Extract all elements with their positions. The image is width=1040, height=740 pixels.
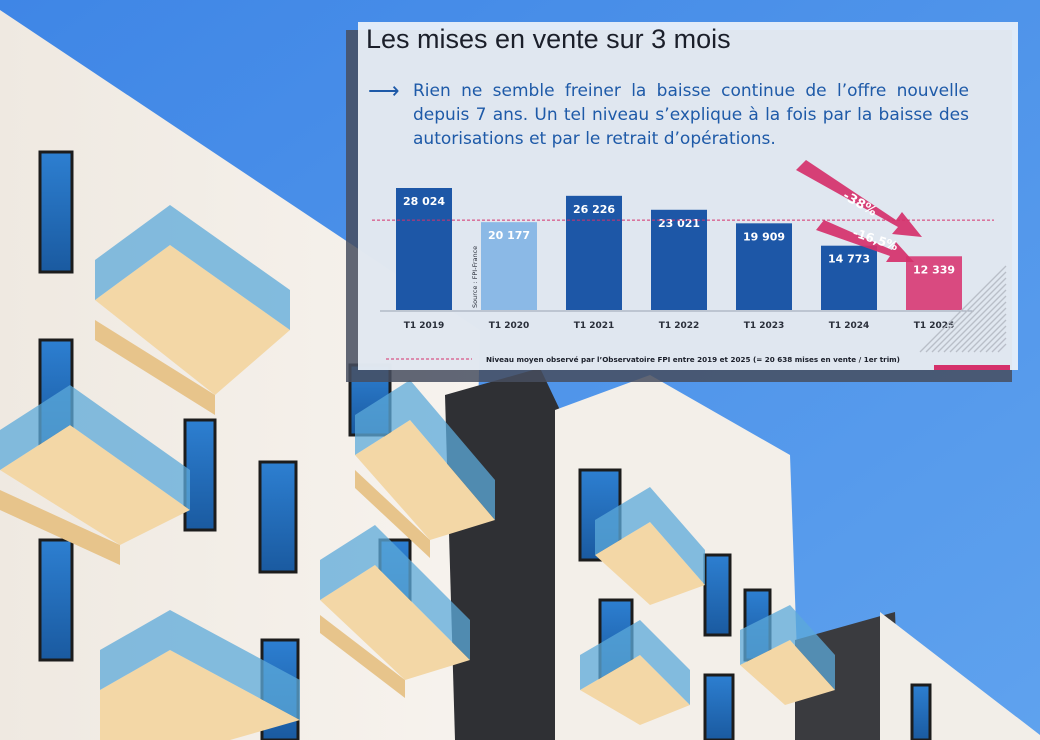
arrow-38-icon bbox=[796, 160, 922, 237]
hatch-line bbox=[991, 337, 1007, 353]
arrow-16-icon bbox=[816, 220, 914, 262]
bar-t1-2025 bbox=[906, 256, 962, 310]
hatch-line bbox=[937, 283, 1007, 353]
bar-t1-2024 bbox=[821, 245, 877, 310]
accent-bar bbox=[934, 365, 1010, 370]
x-tick-label: T1 2025 bbox=[914, 321, 955, 331]
hatch-line bbox=[961, 307, 1007, 353]
slide-panel: Les mises en vente sur 3 mois ⟶ Rien ne … bbox=[358, 22, 1018, 370]
hatch-line bbox=[973, 319, 1007, 353]
annotation-38-label: -38% bbox=[840, 188, 879, 219]
hatch-line bbox=[979, 325, 1007, 353]
x-tick-label: T1 2019 bbox=[404, 321, 445, 331]
right-arrow-icon: ⟶ bbox=[368, 78, 400, 103]
balconies bbox=[0, 205, 835, 740]
bar-t1-2021 bbox=[566, 195, 622, 310]
x-tick-label: T1 2022 bbox=[659, 321, 700, 331]
source-label: Source : FPI-France bbox=[471, 246, 479, 308]
hatch-decoration bbox=[919, 265, 1007, 353]
building-middle-dark bbox=[445, 368, 565, 740]
value-label: 26 226 bbox=[573, 203, 615, 216]
value-label: 23 021 bbox=[658, 217, 700, 230]
value-label: 28 024 bbox=[403, 195, 445, 208]
hatch-line bbox=[985, 331, 1007, 353]
hatch-line bbox=[925, 271, 1007, 353]
x-tick-label: T1 2021 bbox=[574, 321, 615, 331]
bar-t1-2022 bbox=[651, 209, 707, 310]
slide-title: Les mises en vente sur 3 mois bbox=[366, 24, 731, 54]
slide-lead-text: Rien ne semble freiner la baisse continu… bbox=[413, 81, 969, 149]
hatch-line bbox=[949, 295, 1007, 353]
value-label: 19 909 bbox=[743, 230, 785, 243]
x-tick-label: T1 2020 bbox=[489, 321, 530, 331]
hatch-line bbox=[967, 313, 1007, 353]
hatch-line bbox=[943, 289, 1007, 353]
hatch-line bbox=[955, 301, 1007, 353]
bar-t1-2020 bbox=[481, 222, 537, 310]
value-label: 20 177 bbox=[488, 229, 530, 242]
hatch-line bbox=[919, 265, 1007, 353]
x-tick-label: T1 2024 bbox=[829, 321, 870, 331]
value-label: 12 339 bbox=[913, 263, 955, 276]
x-tick-label: T1 2023 bbox=[744, 321, 785, 331]
footnote: Niveau moyen observé par l’Observatoire … bbox=[486, 355, 900, 364]
bar-t1-2023 bbox=[736, 223, 792, 310]
bar-chart: 28 024 T1 2019 20 177 T1 2020 26 226 T1 2021 2… bbox=[372, 160, 1007, 364]
hatch-line bbox=[931, 277, 1007, 353]
bar-t1-2019 bbox=[396, 188, 452, 310]
value-label: 14 773 bbox=[828, 253, 870, 266]
hatch-line bbox=[997, 343, 1007, 353]
